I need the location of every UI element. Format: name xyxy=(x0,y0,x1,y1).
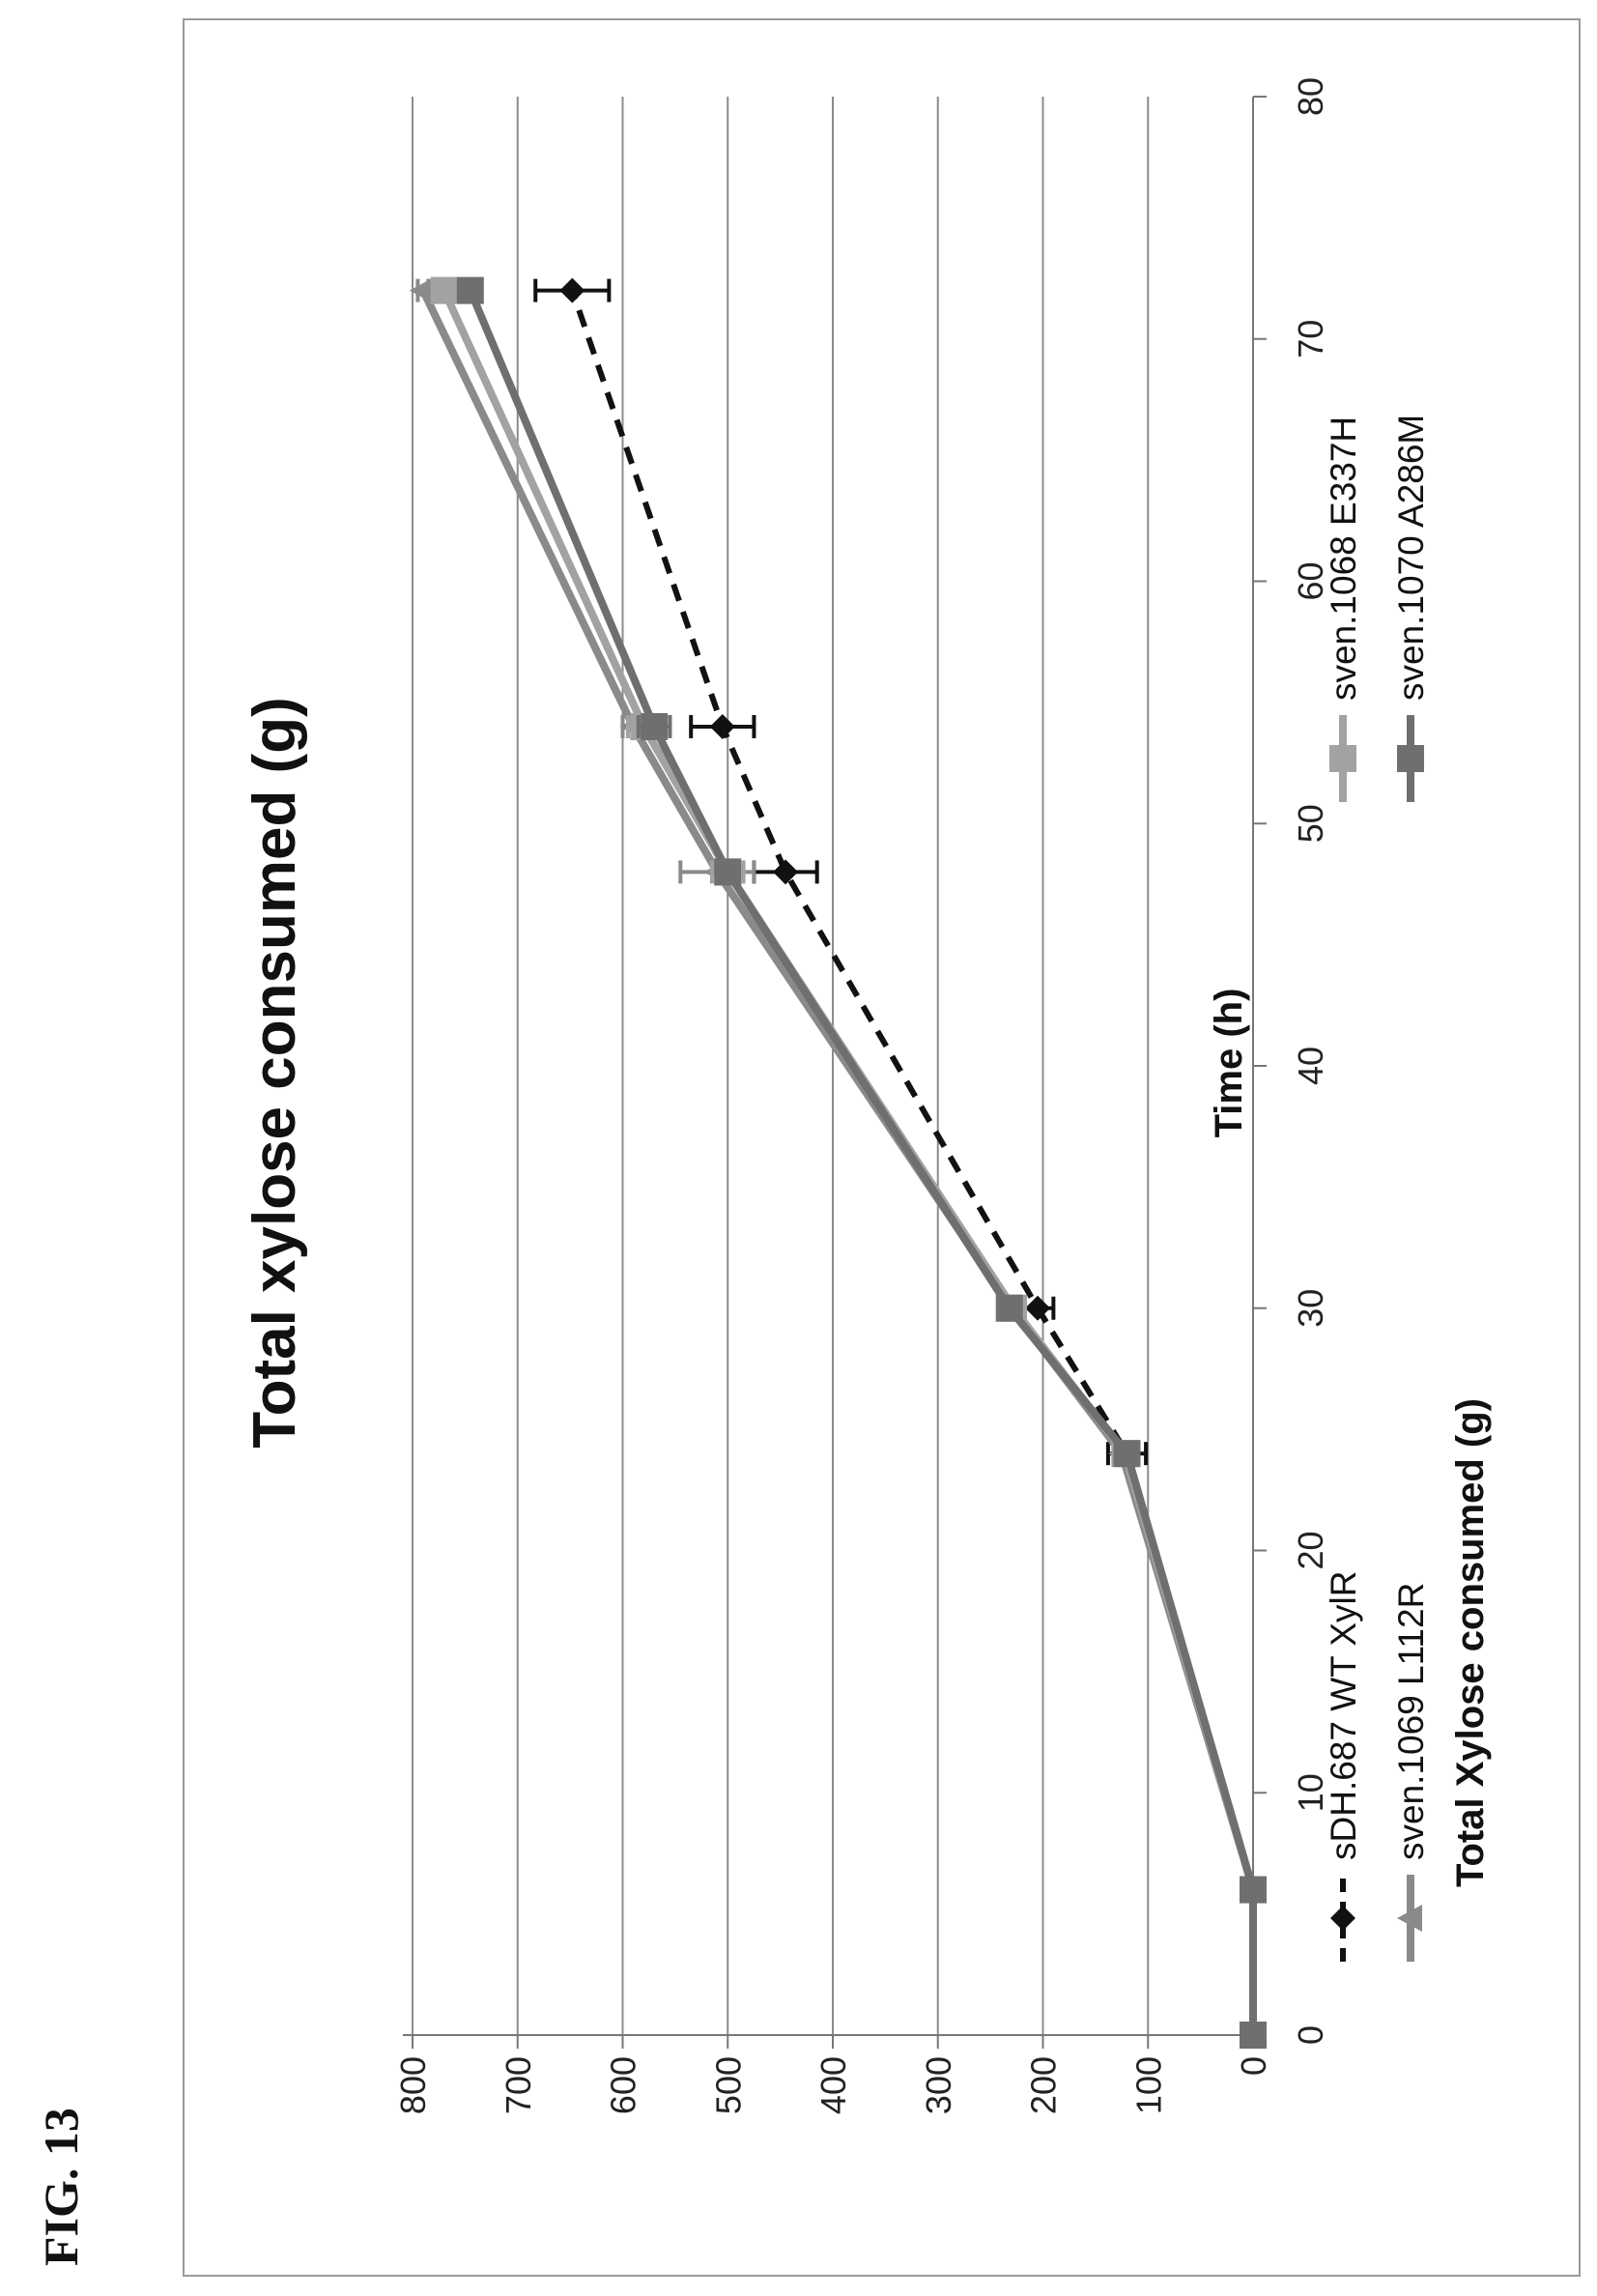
series-3 xyxy=(430,276,1267,2049)
y-tick-label: 600 xyxy=(604,2056,643,2114)
y-tick-label: 0 xyxy=(1234,2056,1273,2076)
x-tick-label: 30 xyxy=(1291,1289,1330,1328)
y-tick-label: 100 xyxy=(1128,2056,1168,2114)
legend-item: sDH.687 WT XylR xyxy=(1324,1571,1363,1962)
series-2 xyxy=(409,276,1265,2049)
x-tick-label: 60 xyxy=(1291,561,1330,600)
series xyxy=(409,276,1267,2049)
legend-item: sven.1068 E337H xyxy=(1324,416,1363,802)
y-tick-label: 700 xyxy=(499,2056,538,2114)
data-point xyxy=(1240,2022,1267,2049)
x-tick-label: 70 xyxy=(1291,320,1330,359)
data-point xyxy=(714,858,742,886)
series-line xyxy=(419,288,1257,2035)
y-tick-label: 800 xyxy=(393,2056,433,2114)
y-tick-label: 300 xyxy=(919,2056,958,2114)
data-point xyxy=(995,1294,1023,1322)
legend-label: sven.1070 A286M xyxy=(1391,415,1431,701)
y-tick-label: 500 xyxy=(708,2056,748,2114)
legend-label: sDH.687 WT XylR xyxy=(1324,1571,1363,1861)
data-point xyxy=(456,276,484,304)
data-point xyxy=(641,712,669,740)
x-axis-title: Time (h) xyxy=(1208,989,1250,1138)
figure-label: FIG. 13 xyxy=(34,2108,88,2266)
figure-label-text: FIG. 13 xyxy=(34,2108,88,2266)
legend-label: sven.1069 L112R xyxy=(1391,1583,1431,1860)
data-point xyxy=(773,859,799,885)
legend-swatch-marker xyxy=(1397,745,1424,772)
data-point xyxy=(559,277,585,303)
chart-title: Total xylose consumed (g) xyxy=(242,697,308,1448)
x-tick-label: 20 xyxy=(1291,1531,1330,1569)
legend-label: sven.1068 E337H xyxy=(1324,416,1363,701)
legend-swatch-marker xyxy=(1329,745,1356,772)
data-point xyxy=(1025,1295,1051,1321)
legend-swatch-marker xyxy=(1397,1905,1422,1932)
data-point xyxy=(430,276,458,304)
x-tick-label: 10 xyxy=(1291,1773,1330,1812)
series-1 xyxy=(533,277,1266,2048)
data-point xyxy=(409,276,435,304)
y-axis-title: Total Xylose consumed (g) xyxy=(1449,1398,1492,1887)
y-tick-label: 200 xyxy=(1024,2056,1064,2114)
data-point xyxy=(1113,1440,1141,1468)
series-line xyxy=(467,289,1257,2035)
series-4 xyxy=(456,276,1267,2049)
gridlines xyxy=(412,97,1150,2035)
legend-item: sven.1070 A286M xyxy=(1391,415,1431,802)
data-point xyxy=(1240,1876,1267,1904)
data-point xyxy=(709,713,735,739)
legend: sDH.687 WT XylR sven.1069 L112R sven.1068 … xyxy=(1324,415,1431,1962)
x-tick-label: 80 xyxy=(1291,77,1330,116)
x-tick-label: 0 xyxy=(1291,2025,1330,2045)
y-tick-label: 400 xyxy=(813,2056,853,2114)
chart-frame xyxy=(183,18,1581,2277)
ticks: 0102030405060708001002003004005006007008… xyxy=(393,77,1330,2114)
x-tick-label: 50 xyxy=(1291,804,1330,843)
series-line xyxy=(440,288,1257,2035)
legend-item: sven.1069 L112R xyxy=(1391,1583,1431,1962)
x-tick-label: 40 xyxy=(1291,1047,1330,1085)
legend-swatch-marker xyxy=(1330,1906,1355,1931)
